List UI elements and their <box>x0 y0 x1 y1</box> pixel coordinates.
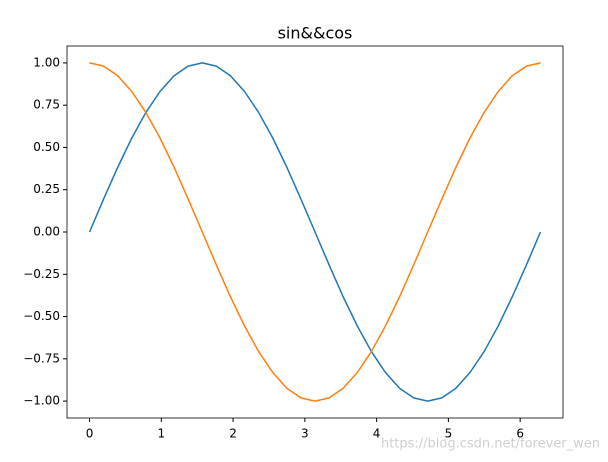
y-tick-label: −1.00 <box>23 394 60 408</box>
x-tick-label: 2 <box>229 427 237 441</box>
x-tick-label: 5 <box>445 427 453 441</box>
y-tick-label: 0.50 <box>33 140 60 154</box>
y-tick-label: −0.75 <box>23 351 60 365</box>
x-tick-label: 4 <box>373 427 381 441</box>
y-tick-label: −0.50 <box>23 309 60 323</box>
x-tick-label: 1 <box>157 427 165 441</box>
line-series <box>89 62 541 402</box>
y-tick-label: 0.25 <box>33 182 60 196</box>
axes-frame <box>66 45 564 419</box>
y-tick-label: 0.00 <box>33 225 60 239</box>
x-tick-label: 3 <box>301 427 309 441</box>
x-tick-label: 0 <box>86 427 94 441</box>
watermark: https://blog.csdn.net/forever_wen <box>381 437 600 452</box>
y-tick-label: −0.25 <box>23 267 60 281</box>
chart-title: sin&&cos <box>278 24 353 43</box>
y-tick-label: 0.75 <box>33 98 60 112</box>
y-tick-label: 1.00 <box>33 55 60 69</box>
x-tick-label: 6 <box>516 427 524 441</box>
line-series <box>88 62 542 402</box>
